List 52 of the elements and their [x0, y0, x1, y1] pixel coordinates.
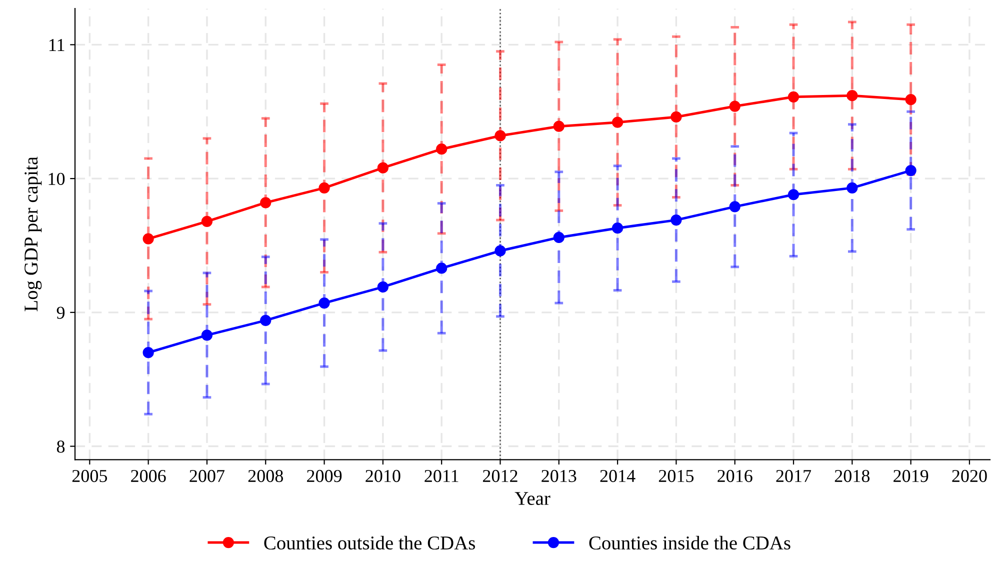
y-axis-title: Log GDP per capita [24, 156, 42, 312]
point [788, 189, 800, 200]
x-tick-label: 2014 [600, 470, 636, 482]
point [142, 233, 154, 244]
point [729, 201, 740, 212]
x-tick-label: 2011 [424, 470, 458, 482]
point [612, 116, 624, 128]
point [612, 222, 624, 234]
x-tick-label: 2007 [190, 470, 225, 482]
point [260, 197, 272, 208]
point [318, 182, 330, 194]
legend-label: Counties outside the CDAs [264, 536, 475, 550]
x-tick-label: 2010 [366, 470, 400, 482]
point [318, 297, 330, 309]
point [494, 245, 506, 256]
legend-label: Counties inside the CDAs [589, 536, 790, 550]
point [553, 120, 564, 132]
point [201, 216, 213, 227]
y-tick-label: 10 [48, 172, 65, 186]
y-tick-label: 8 [56, 440, 65, 453]
y-tick-label: 11 [49, 39, 64, 51]
x-tick-label: 2015 [658, 470, 694, 482]
x-tick-label: 2008 [248, 470, 283, 482]
y-tick-label: 9 [56, 306, 65, 319]
point [729, 100, 740, 112]
point [260, 314, 272, 326]
point [905, 164, 916, 176]
point [670, 214, 682, 226]
point [846, 182, 858, 194]
point [905, 94, 916, 106]
point [670, 111, 682, 123]
point [377, 281, 388, 293]
point [142, 347, 154, 358]
x-tick-label: 2005 [72, 470, 108, 482]
x-tick-label: 2009 [307, 470, 342, 482]
x-tick-label: 2012 [482, 470, 518, 482]
x-tick-label: 2016 [718, 470, 752, 482]
x-tick-label: 2018 [834, 470, 870, 482]
x-axis-title: Year [514, 492, 550, 505]
point [494, 130, 506, 142]
point [201, 330, 213, 341]
x-tick-label: 2020 [952, 470, 987, 482]
x-tick-label: 2019 [894, 470, 928, 482]
point [436, 262, 448, 274]
point [436, 144, 448, 155]
point [553, 232, 564, 244]
point [846, 90, 858, 102]
point [377, 162, 388, 174]
x-tick-label: 2006 [131, 470, 166, 482]
point [788, 91, 800, 102]
x-tick-label: 2013 [542, 470, 576, 482]
x-tick-label: 2017 [776, 470, 812, 482]
